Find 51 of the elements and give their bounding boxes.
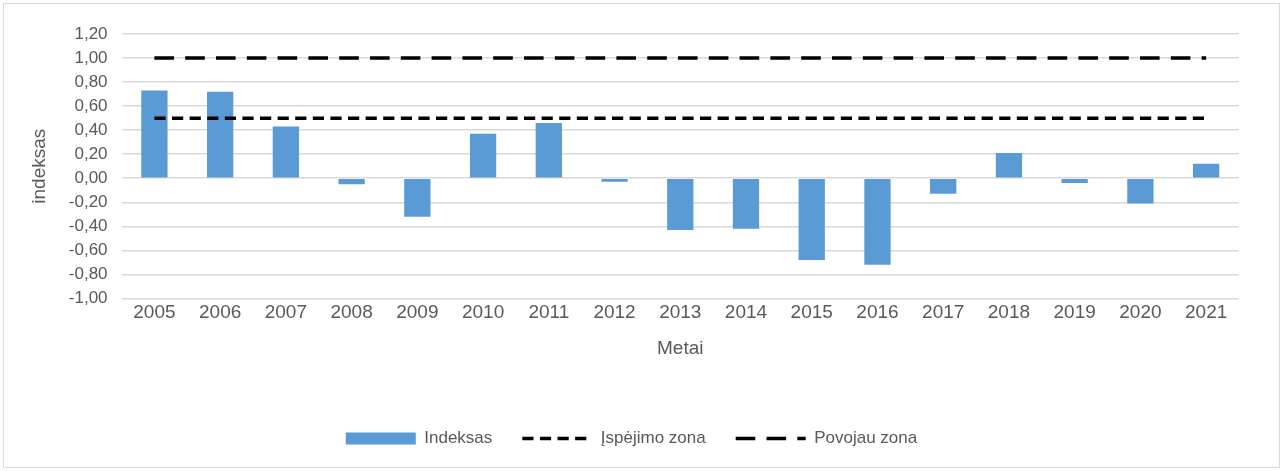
bar bbox=[1061, 178, 1088, 184]
x-tick-label: 2012 bbox=[593, 301, 636, 323]
bar bbox=[1127, 178, 1154, 204]
bar bbox=[272, 126, 300, 178]
bar bbox=[404, 178, 431, 217]
x-tick-label: 2015 bbox=[790, 301, 833, 323]
x-tick-label: 2010 bbox=[461, 301, 505, 323]
bar bbox=[601, 178, 628, 182]
bar bbox=[798, 178, 825, 260]
y-tick-label: 1,20 bbox=[74, 23, 108, 43]
y-tick-label: 0,20 bbox=[74, 143, 108, 163]
y-tick-label: -0,80 bbox=[68, 264, 108, 284]
bar bbox=[667, 178, 694, 230]
bar bbox=[1192, 163, 1220, 178]
x-tick-label: 2019 bbox=[1053, 301, 1096, 323]
bar bbox=[141, 90, 168, 178]
legend-label: Įspėjimo zona bbox=[600, 428, 707, 448]
x-tick-label: 2020 bbox=[1119, 301, 1162, 323]
y-tick-label: 0,40 bbox=[74, 119, 108, 139]
x-axis-title: Metai bbox=[657, 336, 704, 358]
x-tick-label: 2013 bbox=[659, 301, 702, 323]
bar bbox=[535, 122, 562, 178]
bar bbox=[469, 133, 497, 178]
y-tick-label: -0,60 bbox=[68, 240, 108, 260]
x-tick-label: 2016 bbox=[856, 301, 899, 323]
y-tick-label: -1,00 bbox=[68, 288, 108, 308]
bar bbox=[732, 178, 760, 229]
x-tick-label: 2018 bbox=[987, 301, 1031, 323]
y-tick-label: -0,20 bbox=[68, 191, 108, 211]
y-tick-label: 0,60 bbox=[74, 95, 108, 115]
bar bbox=[338, 178, 365, 185]
y-tick-label: -0,40 bbox=[68, 215, 108, 235]
legend-label: Indeksas bbox=[424, 428, 493, 448]
x-tick-label: 2007 bbox=[264, 301, 308, 323]
bar bbox=[930, 178, 957, 194]
y-tick-label: 0,80 bbox=[74, 71, 108, 91]
x-tick-label: 2017 bbox=[922, 301, 965, 323]
y-tick-label: 0,00 bbox=[74, 167, 108, 187]
bar bbox=[995, 152, 1023, 178]
x-tick-label: 2021 bbox=[1184, 301, 1228, 323]
bar bbox=[864, 178, 891, 265]
x-tick-label: 2014 bbox=[724, 301, 768, 323]
x-tick-label: 2011 bbox=[528, 301, 570, 323]
x-tick-label: 2006 bbox=[199, 301, 242, 323]
bar bbox=[207, 91, 234, 178]
y-tick-label: 1,00 bbox=[74, 47, 108, 67]
legend-label: Povojau zona bbox=[814, 428, 918, 448]
x-tick-label: 2005 bbox=[133, 301, 176, 323]
x-tick-label: 2008 bbox=[330, 301, 373, 323]
x-tick-label: 2009 bbox=[396, 301, 439, 323]
y-axis-title: indeksas bbox=[27, 128, 49, 204]
